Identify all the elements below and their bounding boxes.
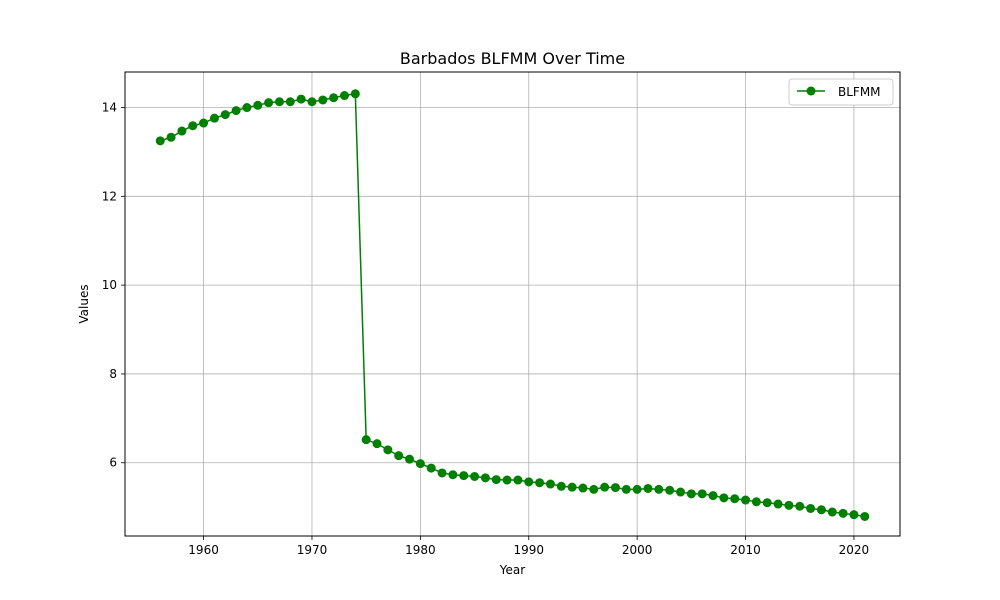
data-point: [394, 451, 404, 461]
x-tick-label: 1960: [188, 543, 219, 557]
chart-title: Barbados BLFMM Over Time: [400, 49, 625, 68]
data-point: [719, 493, 729, 503]
data-point: [806, 503, 816, 513]
data-point: [762, 498, 772, 508]
data-point: [827, 507, 837, 517]
data-point: [654, 484, 664, 494]
data-point: [751, 497, 761, 507]
data-point: [470, 472, 480, 482]
y-axis: 6 8 10 12 14: [102, 101, 125, 470]
data-point: [339, 91, 349, 101]
data-point: [199, 118, 209, 128]
data-point: [188, 121, 198, 131]
x-axis: 1960 1970 1980 1990 2000 2010 2020: [188, 536, 869, 557]
data-point: [524, 477, 534, 487]
data-point: [860, 511, 870, 521]
data-point: [307, 97, 317, 107]
data-point: [231, 106, 241, 116]
data-point: [415, 459, 425, 469]
y-tick-label: 14: [102, 101, 117, 115]
data-point: [535, 478, 545, 488]
y-tick-label: 12: [102, 189, 117, 203]
y-tick-label: 8: [109, 367, 117, 381]
data-point: [480, 473, 490, 483]
data-point: [405, 454, 415, 464]
data-point: [155, 136, 165, 146]
y-axis-label: Values: [77, 284, 91, 323]
data-point: [372, 439, 382, 449]
data-point: [329, 93, 339, 103]
data-point: [741, 495, 751, 505]
data-point: [838, 508, 848, 518]
y-tick-label: 6: [109, 456, 117, 470]
y-tick-label: 10: [102, 278, 117, 292]
data-point: [632, 484, 642, 494]
x-axis-label: Year: [499, 563, 525, 577]
data-point: [730, 494, 740, 504]
data-point: [795, 501, 805, 511]
data-point: [383, 445, 393, 455]
x-tick-label: 2020: [839, 543, 870, 557]
data-point: [697, 489, 707, 499]
data-point: [513, 475, 523, 485]
data-point: [849, 510, 859, 520]
x-tick-label: 1990: [513, 543, 544, 557]
data-point: [610, 483, 620, 493]
data-point: [177, 126, 187, 136]
data-point: [459, 471, 469, 481]
data-point: [665, 485, 675, 495]
data-point: [502, 475, 512, 485]
data-point: [253, 100, 263, 110]
data-point: [274, 97, 284, 107]
data-point: [209, 113, 219, 123]
data-point: [784, 500, 794, 510]
data-point: [264, 98, 274, 108]
data-point: [816, 505, 826, 515]
data-point: [545, 479, 555, 489]
x-tick-label: 1970: [297, 543, 328, 557]
data-point: [350, 89, 360, 99]
data-point: [491, 475, 501, 485]
data-point: [621, 484, 631, 494]
data-point: [361, 435, 371, 445]
data-point: [242, 103, 252, 113]
data-point: [589, 484, 599, 494]
data-point: [676, 487, 686, 497]
plot-frame: [124, 71, 901, 537]
x-tick-label: 2000: [622, 543, 653, 557]
data-point: [600, 482, 610, 492]
data-point: [318, 95, 328, 105]
series-layer: [155, 89, 870, 521]
data-point: [448, 470, 458, 480]
data-point: [437, 468, 447, 478]
data-point: [643, 483, 653, 493]
x-tick-label: 1980: [405, 543, 436, 557]
legend: BLFMM: [788, 78, 894, 106]
data-point: [567, 482, 577, 492]
data-point: [296, 94, 306, 104]
data-point: [773, 499, 783, 509]
grid: [125, 72, 900, 536]
legend-box: [788, 78, 894, 106]
x-tick-label: 2010: [730, 543, 761, 557]
data-point: [556, 481, 566, 491]
data-point: [285, 97, 295, 107]
data-point: [166, 132, 176, 142]
data-point: [220, 110, 230, 120]
legend-marker: [806, 86, 816, 96]
data-point: [708, 491, 718, 501]
data-point: [578, 483, 588, 493]
legend-label-blfmm: BLFMM: [838, 85, 881, 99]
data-point: [426, 463, 436, 473]
data-point: [686, 489, 696, 499]
